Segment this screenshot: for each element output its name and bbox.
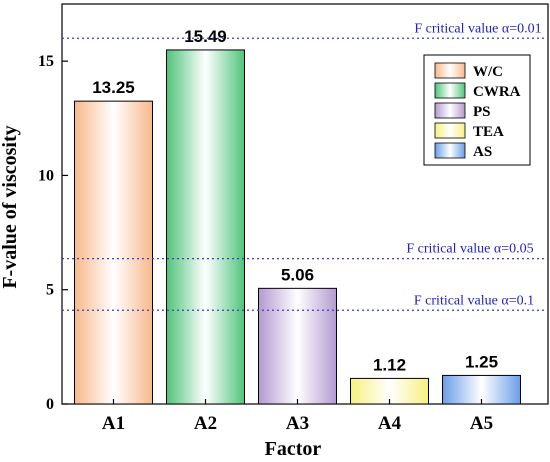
data-label: 1.12 <box>373 355 406 374</box>
bar-a1 <box>74 100 153 405</box>
y-tick-label: 10 <box>38 167 54 184</box>
legend-label: PS <box>473 104 491 120</box>
legend-swatch <box>434 122 466 139</box>
legend-swatch <box>434 142 466 159</box>
legend-swatch <box>434 82 466 99</box>
legend-label: TEA <box>473 124 504 140</box>
x-tick-label: A3 <box>286 413 309 434</box>
x-tick-label: A4 <box>378 413 402 434</box>
bar-a2 <box>166 49 245 405</box>
legend-label: CWRA <box>473 84 521 100</box>
legend-label: W/C <box>473 64 503 80</box>
legend-label: AS <box>473 144 492 160</box>
bar-a3 <box>258 287 337 405</box>
x-axis-title: Factor <box>265 438 322 460</box>
x-tick-label: A2 <box>194 413 217 434</box>
y-tick-label: 15 <box>38 53 54 70</box>
y-tick-label: 5 <box>46 282 54 299</box>
legend-swatch <box>434 102 466 119</box>
data-label: 15.49 <box>184 27 227 46</box>
y-axis-title: F-value of viscosity <box>0 125 21 288</box>
y-tick-label: 0 <box>46 396 54 413</box>
data-label: 5.06 <box>281 265 314 284</box>
x-tick-label: A1 <box>102 413 125 434</box>
data-label: 13.25 <box>92 78 135 97</box>
data-label: 1.25 <box>465 352 498 371</box>
legend-swatch <box>434 62 466 79</box>
x-tick-label: A5 <box>470 413 493 434</box>
critical-line-label: F critical value α=0.05 <box>406 242 533 257</box>
critical-line-label: F critical value α=0.1 <box>414 293 534 308</box>
critical-line-label: F critical value α=0.01 <box>414 21 541 36</box>
